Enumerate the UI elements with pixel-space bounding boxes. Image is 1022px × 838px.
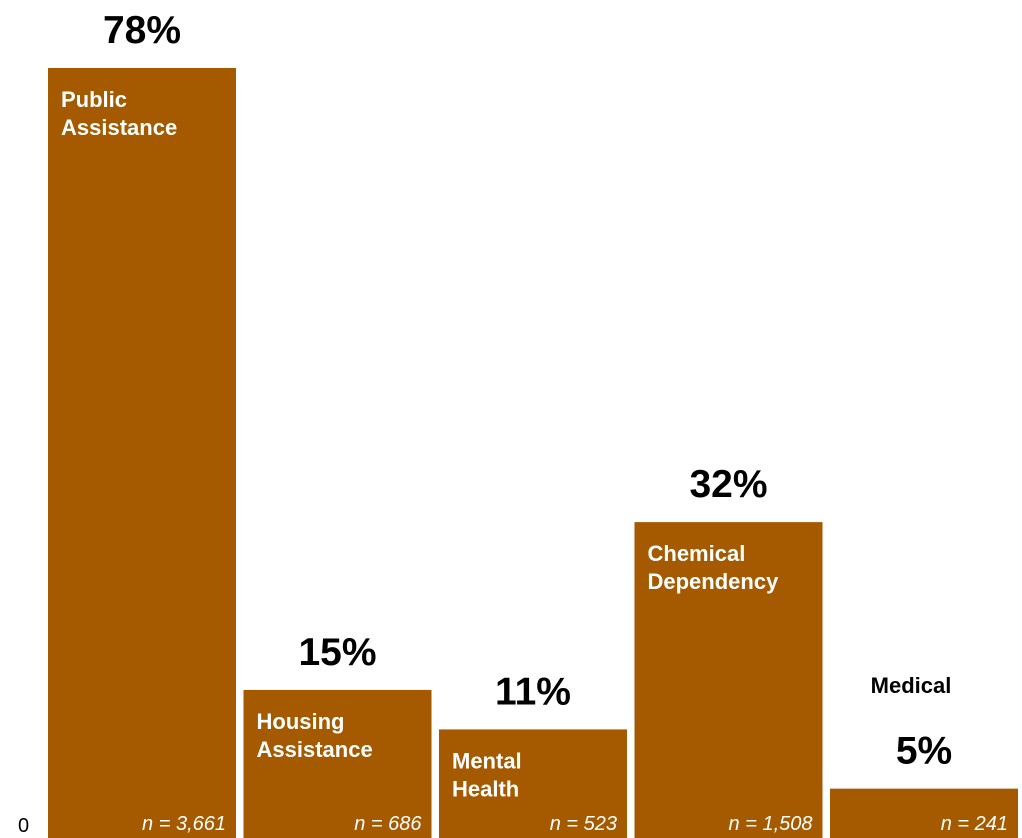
category-label-4: Chemical Dependency xyxy=(648,541,780,594)
category-label-2: Housing Assistance xyxy=(257,709,373,762)
n-label-4: n = 1,508 xyxy=(729,813,813,835)
n-label-1: n = 3,661 xyxy=(142,813,226,835)
n-label-5: n = 241 xyxy=(941,813,1008,835)
category-label-5: Medical xyxy=(871,673,952,698)
data-label-3: 11% xyxy=(495,670,571,713)
category-label-3: Mental Health xyxy=(452,748,522,801)
bar-2 xyxy=(243,689,432,838)
data-label-1: 78% xyxy=(103,9,181,52)
data-label-5: 5% xyxy=(896,730,952,773)
category-label-1: Public Assistance xyxy=(61,87,177,140)
bar-5 xyxy=(830,788,1018,838)
bar-3 xyxy=(439,729,627,838)
data-label-4: 32% xyxy=(689,463,767,506)
bar-4 xyxy=(634,522,823,838)
n-label-2: n = 686 xyxy=(354,813,422,835)
y-tick-label: 0 xyxy=(18,815,29,837)
n-label-3: n = 523 xyxy=(550,813,617,835)
bar-1 xyxy=(48,68,236,838)
data-label-2: 15% xyxy=(298,631,376,674)
